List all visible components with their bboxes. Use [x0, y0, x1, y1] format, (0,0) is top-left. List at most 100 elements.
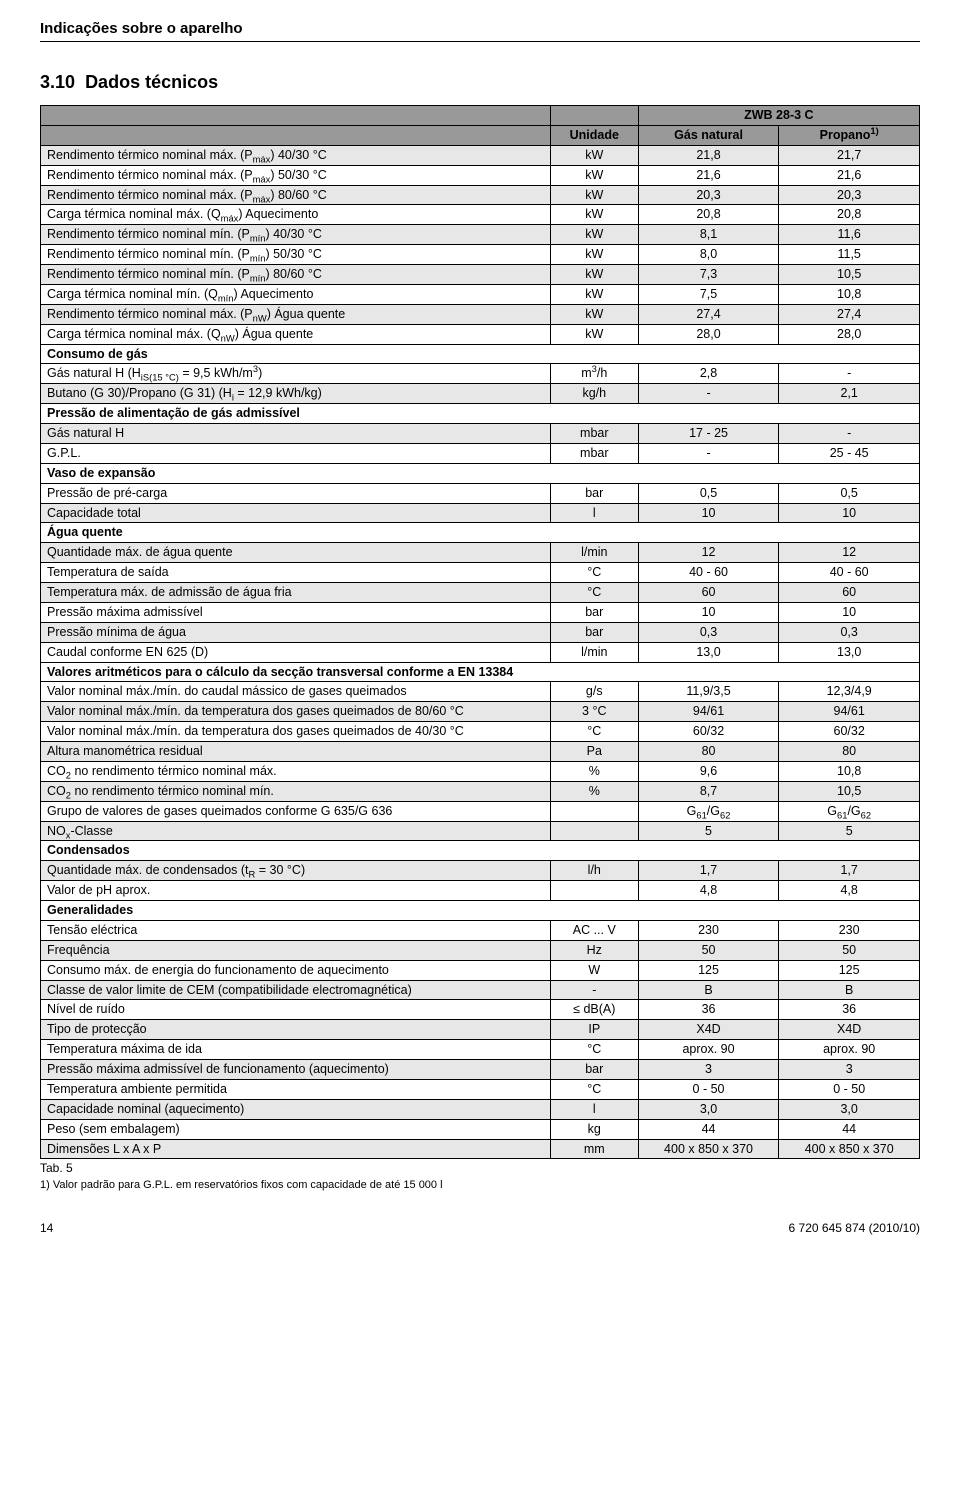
value-gas-natural-cell: 27,4 — [638, 304, 779, 324]
value-gas-natural-cell: 21,8 — [638, 145, 779, 165]
table-row: Rendimento térmico nominal máx. (Pmáx) 8… — [41, 185, 920, 205]
param-cell: Butano (G 30)/Propano (G 31) (Hi = 12,9 … — [41, 384, 551, 404]
param-cell: Rendimento térmico nominal mín. (Pmín) 8… — [41, 265, 551, 285]
param-cell: Capacidade total — [41, 503, 551, 523]
page-number: 14 — [40, 1221, 53, 1235]
value-gas-natural-cell: 7,3 — [638, 265, 779, 285]
value-propano-cell: X4D — [779, 1020, 920, 1040]
value-gas-natural-cell: 400 x 850 x 370 — [638, 1139, 779, 1159]
table-row: Valor de pH aprox.4,84,8 — [41, 881, 920, 901]
value-propano-cell: 50 — [779, 940, 920, 960]
param-cell: Valor de pH aprox. — [41, 881, 551, 901]
table-row: Rendimento térmico nominal máx. (Pmáx) 4… — [41, 145, 920, 165]
table-row: Valor nominal máx./mín. da temperatura d… — [41, 722, 920, 742]
value-propano-cell: 10,8 — [779, 284, 920, 304]
value-propano-cell: 21,7 — [779, 145, 920, 165]
table-row: Capacidade totall1010 — [41, 503, 920, 523]
unit-cell: kW — [550, 165, 638, 185]
value-gas-natural-cell: 94/61 — [638, 702, 779, 722]
value-propano-cell: 60/32 — [779, 722, 920, 742]
param-cell: Quantidade máx. de água quente — [41, 543, 551, 563]
table-row: Pressão de pré-cargabar0,50,5 — [41, 483, 920, 503]
value-propano-cell: 2,1 — [779, 384, 920, 404]
table-row: Caudal conforme EN 625 (D)l/min13,013,0 — [41, 642, 920, 662]
value-gas-natural-cell: 8,0 — [638, 245, 779, 265]
unit-cell: °C — [550, 1040, 638, 1060]
table-row: Carga térmica nominal mín. (Qmín) Aqueci… — [41, 284, 920, 304]
value-propano-cell: 11,5 — [779, 245, 920, 265]
section-cell: Pressão de alimentação de gás admissível — [41, 404, 920, 424]
unit-cell: kW — [550, 265, 638, 285]
param-cell: Valor nominal máx./mín. do caudal mássic… — [41, 682, 551, 702]
value-gas-natural-cell: 17 - 25 — [638, 424, 779, 444]
value-gas-natural-cell: 12 — [638, 543, 779, 563]
table-row: G.P.L.mbar-25 - 45 — [41, 443, 920, 463]
unit-cell — [550, 821, 638, 841]
value-gas-natural-cell: 2,8 — [638, 364, 779, 384]
section-row: Vaso de expansão — [41, 463, 920, 483]
unit-cell: kg/h — [550, 384, 638, 404]
value-gas-natural-cell: 0,3 — [638, 622, 779, 642]
value-propano-cell: 125 — [779, 960, 920, 980]
col-gas-natural-header: Gás natural — [638, 125, 779, 145]
model-title: ZWB 28-3 C — [638, 106, 919, 126]
value-gas-natural-cell: 36 — [638, 1000, 779, 1020]
param-cell: Rendimento térmico nominal máx. (PnW) Ág… — [41, 304, 551, 324]
value-propano-cell: 4,8 — [779, 881, 920, 901]
param-cell: Carga térmica nominal máx. (Qmáx) Aqueci… — [41, 205, 551, 225]
value-propano-cell: 10,5 — [779, 781, 920, 801]
unit-cell: Pa — [550, 742, 638, 762]
param-cell: Frequência — [41, 940, 551, 960]
unit-cell: bar — [550, 602, 638, 622]
value-gas-natural-cell: 3,0 — [638, 1099, 779, 1119]
col-unit-header: Unidade — [550, 125, 638, 145]
value-gas-natural-cell: 28,0 — [638, 324, 779, 344]
param-cell: Altura manométrica residual — [41, 742, 551, 762]
value-gas-natural-cell: - — [638, 443, 779, 463]
value-propano-cell: 1,7 — [779, 861, 920, 881]
table-row: Gás natural H (HiS(15 °C) = 9,5 kWh/m3)m… — [41, 364, 920, 384]
unit-cell: °C — [550, 563, 638, 583]
value-gas-natural-cell: 7,5 — [638, 284, 779, 304]
table-header-row-2: Unidade Gás natural Propano1) — [41, 125, 920, 145]
value-propano-cell: 21,6 — [779, 165, 920, 185]
value-gas-natural-cell: X4D — [638, 1020, 779, 1040]
value-propano-cell: 12 — [779, 543, 920, 563]
value-propano-cell: 3 — [779, 1060, 920, 1080]
section-heading: Dados técnicos — [85, 72, 218, 92]
unit-cell: m3/h — [550, 364, 638, 384]
page-header: Indicações sobre o aparelho — [40, 20, 920, 42]
param-cell: Grupo de valores de gases queimados conf… — [41, 801, 551, 821]
value-gas-natural-cell: 8,7 — [638, 781, 779, 801]
unit-cell: l — [550, 503, 638, 523]
value-gas-natural-cell: 10 — [638, 602, 779, 622]
param-cell: Rendimento térmico nominal máx. (Pmáx) 5… — [41, 165, 551, 185]
section-cell: Água quente — [41, 523, 920, 543]
col-propano-header: Propano1) — [779, 125, 920, 145]
param-cell: Valor nominal máx./mín. da temperatura d… — [41, 722, 551, 742]
value-propano-cell: 11,6 — [779, 225, 920, 245]
table-row: Tensão eléctricaAC ... V230230 — [41, 920, 920, 940]
param-cell: Rendimento térmico nominal máx. (Pmáx) 4… — [41, 145, 551, 165]
unit-cell: Hz — [550, 940, 638, 960]
unit-cell: AC ... V — [550, 920, 638, 940]
value-propano-cell: G61/G62 — [779, 801, 920, 821]
table-row: Grupo de valores de gases queimados conf… — [41, 801, 920, 821]
table-caption: Tab. 5 — [40, 1161, 920, 1175]
value-propano-cell: 10,8 — [779, 761, 920, 781]
section-cell: Condensados — [41, 841, 920, 861]
param-cell: Temperatura ambiente permitida — [41, 1079, 551, 1099]
value-gas-natural-cell: 44 — [638, 1119, 779, 1139]
value-gas-natural-cell: 1,7 — [638, 861, 779, 881]
table-row: Altura manométrica residualPa8080 — [41, 742, 920, 762]
value-propano-cell: B — [779, 980, 920, 1000]
table-row: Butano (G 30)/Propano (G 31) (Hi = 12,9 … — [41, 384, 920, 404]
value-gas-natural-cell: 60/32 — [638, 722, 779, 742]
unit-cell: kW — [550, 324, 638, 344]
unit-cell: kW — [550, 284, 638, 304]
value-propano-cell: - — [779, 424, 920, 444]
unit-cell: kW — [550, 145, 638, 165]
value-propano-cell: 36 — [779, 1000, 920, 1020]
param-cell: Classe de valor limite de CEM (compatibi… — [41, 980, 551, 1000]
table-row: Carga térmica nominal máx. (QnW) Água qu… — [41, 324, 920, 344]
